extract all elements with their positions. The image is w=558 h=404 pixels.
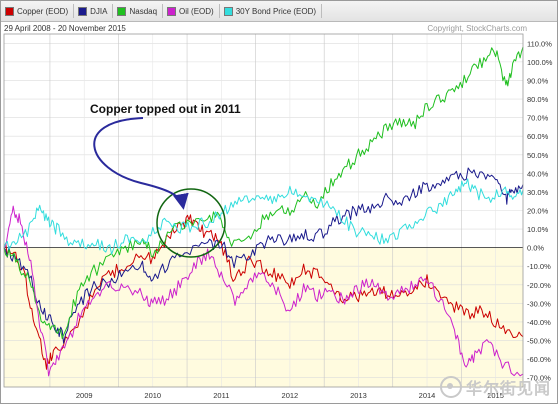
series-layer <box>3 46 524 377</box>
x-axis-labels: 2009 2010 2011 2012 2013 2014 2015 <box>76 391 504 400</box>
legend-item: DJIA <box>78 6 108 16</box>
legend-swatch <box>167 6 177 16</box>
y-tick-label: 0.0% <box>527 244 544 253</box>
y-axis-labels: 110.0% 100.0% 90.0% 80.0% 70.0% 60.0% 50.0% 40.… <box>527 39 553 382</box>
watermark-logo: 华尔街见闻 <box>439 375 551 399</box>
y-tick-label: -20.0% <box>527 281 551 290</box>
y-tick-label: -70.0% <box>527 374 551 383</box>
y-tick-label: -60.0% <box>527 355 551 364</box>
legend-swatch <box>78 6 88 16</box>
plot-border <box>3 33 524 388</box>
y-tick-label: -10.0% <box>527 262 551 271</box>
watermark-icon <box>439 376 462 398</box>
negative-region-shade <box>4 247 523 387</box>
y-tick-label: 40.0% <box>527 169 549 178</box>
annotation-arrow <box>93 117 189 210</box>
y-tick-label: 80.0% <box>527 95 549 104</box>
annotation-text: Copper topped out in 2011 <box>90 102 241 116</box>
x-tick-label: 2009 <box>76 391 93 400</box>
legend-item: Nasdaq <box>117 6 158 16</box>
series-line-djia <box>3 167 524 344</box>
date-range: 29 April 2008 - 20 November 2015 <box>4 24 126 33</box>
y-tick-label: 60.0% <box>527 132 549 141</box>
x-tick-label: 2012 <box>282 391 299 400</box>
legend-item: 30Y Bond Price (EOD) <box>223 6 317 16</box>
x-tick-label: 2010 <box>144 391 161 400</box>
y-tick-label: 30.0% <box>527 188 549 197</box>
y-tick-label: -40.0% <box>527 318 551 327</box>
legend-separator <box>321 4 323 18</box>
legend-swatch <box>223 6 233 16</box>
y-tick-label: 110.0% <box>527 39 552 48</box>
y-tick-label: 90.0% <box>527 76 549 85</box>
series-line-nasdaq <box>3 46 524 340</box>
legend-item: Oil (EOD) <box>167 6 214 16</box>
x-tick-label: 2015 <box>487 391 504 400</box>
y-tick-label: -30.0% <box>527 299 551 308</box>
legend-label: 30Y Bond Price (EOD) <box>235 6 317 16</box>
legend-separator <box>162 4 164 18</box>
legend-item: Copper (EOD) <box>5 6 69 16</box>
legend-separator <box>218 4 220 18</box>
x-tick-label: 2011 <box>213 391 229 400</box>
legend: Copper (EOD) DJIA Nasdaq Oil (EOD) 30Y Bond … <box>1 1 557 22</box>
y-tick-label: 70.0% <box>527 114 549 123</box>
x-tick-label: 2014 <box>419 391 436 400</box>
y-tick-label: 10.0% <box>527 225 549 234</box>
legend-swatch <box>5 6 14 16</box>
legend-separator <box>73 4 75 18</box>
y-tick-label: -50.0% <box>527 337 551 346</box>
legend-label: Copper (EOD) <box>17 6 69 16</box>
series-line-oil-eod <box>3 205 524 377</box>
highlight-circle <box>156 188 226 258</box>
legend-label: Oil (EOD) <box>179 6 214 16</box>
legend-swatch <box>117 6 127 16</box>
legend-separator <box>112 4 114 18</box>
y-tick-label: 20.0% <box>527 207 549 216</box>
copyright-notice: Copyright, StockCharts.com <box>427 24 527 33</box>
legend-label: DJIA <box>90 6 108 16</box>
y-tick-label: 50.0% <box>527 151 549 160</box>
y-tick-label: 100.0% <box>527 58 553 67</box>
x-tick-label: 2013 <box>350 391 367 400</box>
legend-label: Nasdaq <box>129 6 158 16</box>
series-line-30y-bond-price-eod <box>3 178 524 255</box>
